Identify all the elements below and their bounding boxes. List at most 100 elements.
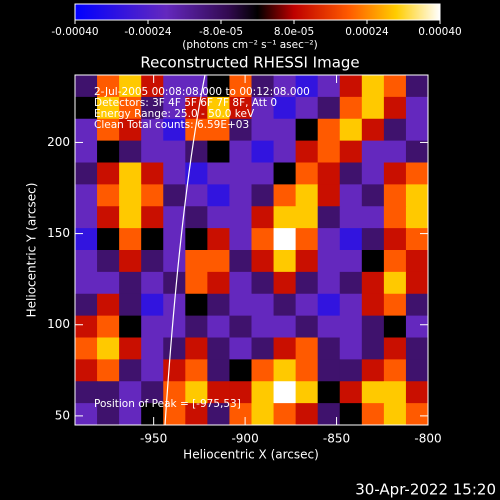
- heatmap-cell: [163, 359, 186, 382]
- heatmap-cell: [141, 250, 164, 273]
- heatmap-cell: [383, 381, 407, 404]
- heatmap-cell: [163, 381, 186, 404]
- heatmap-cell: [273, 75, 297, 98]
- heatmap-cell: [75, 403, 98, 426]
- colorbar-tick-label: -0.00040: [51, 26, 98, 38]
- heatmap-cell: [163, 206, 186, 229]
- heatmap-cell: [163, 315, 186, 338]
- heatmap-cell: [361, 359, 385, 382]
- heatmap-cell: [229, 381, 252, 404]
- heatmap-cell: [361, 96, 385, 120]
- heatmap-cell: [141, 206, 164, 229]
- heatmap-cell: [361, 293, 385, 317]
- heatmap-cell: [251, 206, 275, 229]
- heatmap-cell: [273, 250, 297, 273]
- heatmap-cell: [339, 140, 363, 163]
- heatmap-cell: [141, 96, 164, 120]
- heatmap-cell: [339, 118, 363, 142]
- colorbar: [74, 3, 441, 21]
- heatmap-cell: [361, 403, 385, 426]
- heatmap-cell: [185, 162, 208, 185]
- x-tick-label: -850: [323, 432, 350, 446]
- heatmap-cell: [295, 271, 319, 295]
- heatmap-cell: [185, 96, 208, 120]
- colorbar-tick-label: 8.0e-05: [274, 26, 314, 38]
- heatmap-cell: [97, 337, 120, 360]
- heatmap-cell: [405, 206, 429, 229]
- annotation: Detectors: 3F 4F 5F 6F 7F 8F, Att 0: [94, 97, 277, 109]
- timestamp: 30-Apr-2022 15:20: [355, 481, 496, 499]
- x-axis-label: Heliocentric X (arcsec): [183, 448, 319, 462]
- heatmap-cell: [295, 228, 319, 251]
- heatmap-cell: [361, 206, 385, 229]
- heatmap-cell: [405, 162, 429, 185]
- heatmap-cell: [295, 96, 319, 120]
- heatmap-cell: [163, 403, 186, 426]
- heatmap-cell: [163, 162, 186, 185]
- heatmap-cell: [97, 162, 120, 185]
- heatmap-cell: [317, 359, 341, 382]
- heatmap-cell: [273, 315, 297, 338]
- heatmap-cell: [229, 75, 252, 98]
- heatmap-cell: [75, 96, 98, 120]
- heatmap-cell: [119, 250, 142, 273]
- heatmap-cell: [207, 250, 230, 273]
- heatmap-cell: [207, 381, 230, 404]
- heatmap-cell: [229, 315, 252, 338]
- heatmap-cell: [317, 315, 341, 338]
- heatmap-cell: [119, 184, 142, 207]
- heatmap-cell: [361, 228, 385, 251]
- heatmap-cell: [207, 162, 230, 185]
- heatmap-cell: [97, 381, 120, 404]
- heatmap-cell: [141, 271, 164, 295]
- heatmap-cell: [207, 96, 230, 120]
- heatmap-cell: [207, 271, 230, 295]
- heatmap-cell: [207, 315, 230, 338]
- heatmap-cell: [251, 271, 275, 295]
- solar-limb: [164, 75, 206, 425]
- heatmap-cell: [229, 96, 252, 120]
- heatmap-cell: [405, 337, 429, 360]
- y-tick-label: 100: [47, 317, 70, 331]
- heatmap-cell: [207, 184, 230, 207]
- heatmap-cell: [119, 228, 142, 251]
- heatmap-cell: [273, 206, 297, 229]
- heatmap-cell: [251, 96, 275, 120]
- heatmap-cell: [207, 140, 230, 163]
- plot-frame: [74, 74, 429, 426]
- heatmap-cell: [75, 206, 98, 229]
- heatmap-cell: [163, 184, 186, 207]
- heatmap-cell: [361, 162, 385, 185]
- heatmap-cell: [97, 228, 120, 251]
- heatmap-cell: [119, 75, 142, 98]
- heatmap-cell: [317, 271, 341, 295]
- heatmap-cell: [295, 250, 319, 273]
- heatmap-cell: [295, 381, 319, 404]
- heatmap-cell: [141, 293, 164, 317]
- heatmap-cell: [141, 381, 164, 404]
- y-axis-label: Heliocentric Y (arcsec): [25, 183, 39, 318]
- heatmap-cell: [361, 250, 385, 273]
- heatmap-cell: [405, 381, 429, 404]
- heatmap-cell: [119, 118, 142, 142]
- heatmap-cell: [295, 315, 319, 338]
- heatmap-cell: [317, 96, 341, 120]
- heatmap-cell: [339, 359, 363, 382]
- y-tick-label: 200: [47, 135, 70, 149]
- heatmap-cell: [317, 184, 341, 207]
- heatmap-cell: [273, 403, 297, 426]
- heatmap-cell: [97, 96, 120, 120]
- heatmap-cell: [383, 250, 407, 273]
- heatmap-cell: [251, 337, 275, 360]
- heatmap-cell: [273, 162, 297, 185]
- heatmap-cell: [339, 315, 363, 338]
- heatmap-cell: [251, 381, 275, 404]
- heatmap-cell: [361, 140, 385, 163]
- heatmap-cell: [207, 206, 230, 229]
- heatmap-cell: [119, 337, 142, 360]
- heatmap-cell: [295, 293, 319, 317]
- heatmap-cell: [75, 293, 98, 317]
- heatmap-cell: [119, 315, 142, 338]
- heatmap-cell: [361, 271, 385, 295]
